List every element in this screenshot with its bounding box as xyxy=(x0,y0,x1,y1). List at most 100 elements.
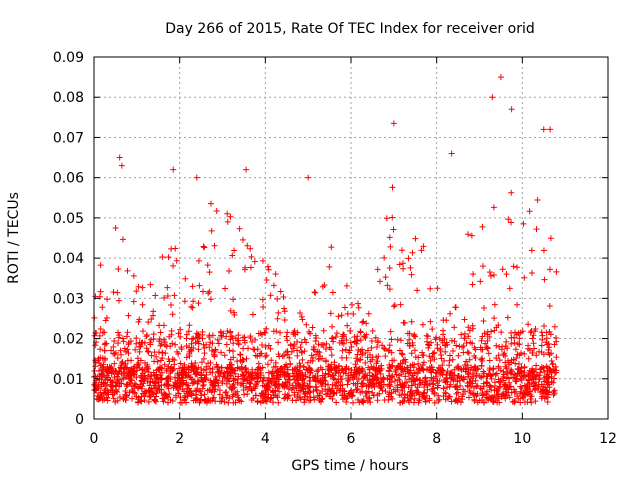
data-point xyxy=(471,353,478,360)
data-point xyxy=(387,243,394,250)
data-point xyxy=(242,365,249,372)
data-point xyxy=(311,396,318,403)
data-point xyxy=(278,364,285,371)
data-point xyxy=(381,346,388,353)
data-point xyxy=(201,345,208,352)
data-point xyxy=(124,357,131,364)
data-point xyxy=(245,369,252,376)
data-point xyxy=(513,375,520,382)
data-point xyxy=(420,243,427,250)
data-point xyxy=(429,326,436,333)
data-point xyxy=(530,375,537,382)
data-point xyxy=(291,341,298,348)
data-point xyxy=(516,335,523,342)
data-point xyxy=(389,357,396,364)
data-point xyxy=(102,380,109,387)
data-point xyxy=(307,377,314,384)
data-point xyxy=(348,343,355,350)
data-point xyxy=(188,303,195,310)
data-point xyxy=(365,364,372,371)
data-point xyxy=(277,365,284,372)
data-point xyxy=(467,339,474,346)
data-point xyxy=(361,333,368,340)
data-point xyxy=(148,389,155,396)
data-point xyxy=(145,349,152,356)
data-point xyxy=(111,360,118,367)
data-point xyxy=(464,362,471,369)
data-point xyxy=(173,257,180,264)
data-point xyxy=(380,381,387,388)
data-point xyxy=(172,341,179,348)
data-point xyxy=(188,336,195,343)
data-point xyxy=(186,388,193,395)
data-point xyxy=(543,373,550,380)
data-point xyxy=(488,328,495,335)
data-point xyxy=(491,327,498,334)
data-point xyxy=(248,253,255,260)
data-point xyxy=(92,373,99,380)
data-point xyxy=(457,399,464,406)
data-point xyxy=(168,301,175,308)
data-point xyxy=(436,335,443,342)
data-point xyxy=(189,363,196,370)
data-point xyxy=(399,260,406,267)
data-point xyxy=(550,388,557,395)
data-point xyxy=(207,296,214,303)
data-point xyxy=(265,342,272,349)
x-tick-label: 0 xyxy=(90,431,99,447)
data-point xyxy=(422,398,429,405)
data-point xyxy=(281,308,288,315)
data-point xyxy=(284,366,291,373)
data-point xyxy=(322,345,329,352)
data-point xyxy=(132,390,139,397)
data-point xyxy=(113,386,120,393)
data-point xyxy=(152,384,159,391)
data-point xyxy=(235,396,242,403)
data-point xyxy=(405,255,412,262)
data-point xyxy=(139,301,146,308)
data-point xyxy=(420,359,427,366)
data-point xyxy=(442,390,449,397)
data-point xyxy=(548,357,555,364)
data-point xyxy=(177,394,184,401)
data-point xyxy=(513,355,520,362)
data-point xyxy=(454,375,461,382)
data-point xyxy=(313,351,320,358)
data-point xyxy=(144,361,151,368)
data-point xyxy=(338,376,345,383)
data-point xyxy=(508,368,515,375)
data-point xyxy=(232,390,239,397)
data-point xyxy=(455,352,462,359)
data-point xyxy=(130,298,137,305)
data-point xyxy=(255,360,262,367)
data-point xyxy=(543,329,550,336)
data-point xyxy=(444,368,451,375)
data-point xyxy=(147,281,154,288)
data-point xyxy=(550,366,557,373)
data-point xyxy=(493,355,500,362)
data-point xyxy=(274,295,281,302)
data-point xyxy=(251,258,258,265)
x-tick-label: 2 xyxy=(175,431,184,447)
data-point xyxy=(539,332,546,339)
data-point xyxy=(373,354,380,361)
data-point xyxy=(547,367,554,374)
data-point xyxy=(551,323,558,330)
data-point xyxy=(446,393,453,400)
data-point xyxy=(405,384,412,391)
data-point xyxy=(380,345,387,352)
data-point xyxy=(486,269,493,276)
data-point xyxy=(269,387,276,394)
data-point xyxy=(226,395,233,402)
data-point xyxy=(440,385,447,392)
data-point xyxy=(518,385,525,392)
data-point xyxy=(493,342,500,349)
data-point xyxy=(247,370,254,377)
data-point xyxy=(515,330,522,337)
data-point xyxy=(146,382,153,389)
data-point xyxy=(148,373,155,380)
data-point xyxy=(543,339,550,346)
data-point xyxy=(257,372,264,379)
data-point xyxy=(186,344,193,351)
data-point xyxy=(442,341,449,348)
